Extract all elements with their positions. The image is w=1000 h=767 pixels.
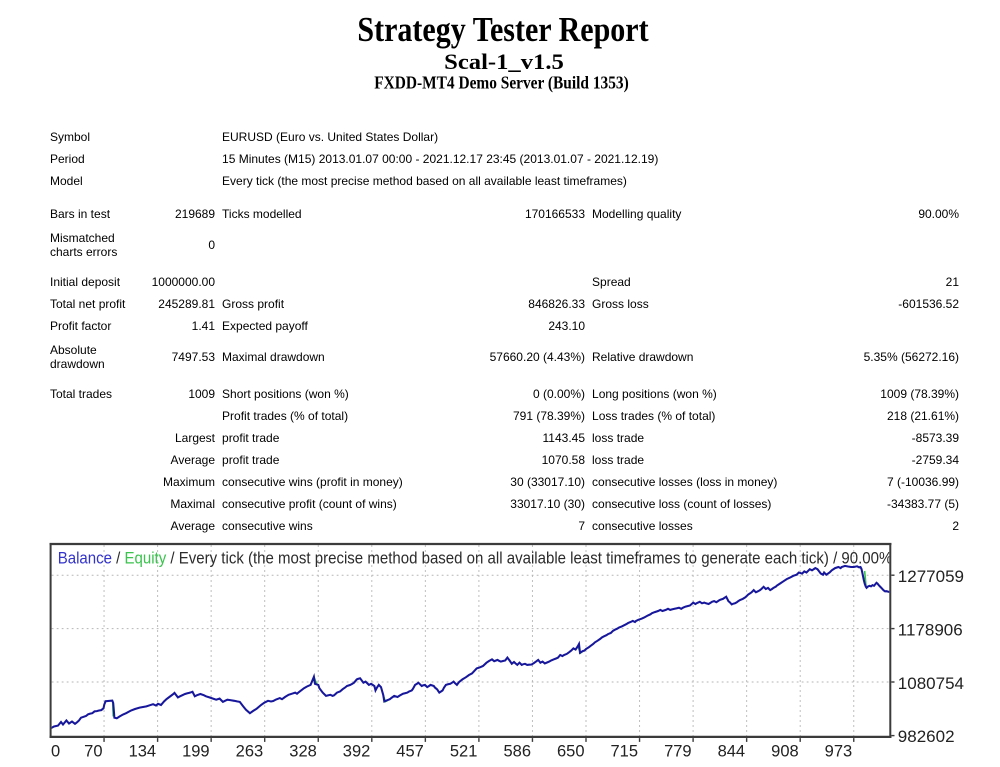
svg-text:70: 70 [84, 742, 102, 760]
svg-text:715: 715 [610, 742, 638, 760]
svg-text:908: 908 [771, 742, 799, 760]
svg-text:1080754: 1080754 [898, 674, 964, 693]
svg-text:199: 199 [182, 742, 210, 760]
svg-text:0: 0 [51, 742, 60, 760]
svg-text:Balance / Equity / Every tick: Balance / Equity / Every tick (the most … [58, 548, 893, 567]
svg-text:982602: 982602 [898, 727, 955, 746]
svg-text:1277059: 1277059 [898, 567, 964, 586]
svg-text:973: 973 [825, 742, 853, 760]
svg-text:844: 844 [718, 742, 746, 760]
svg-text:1178906: 1178906 [898, 620, 963, 639]
svg-text:779: 779 [664, 742, 692, 760]
svg-text:521: 521 [450, 742, 478, 760]
svg-text:457: 457 [396, 742, 424, 760]
svg-text:586: 586 [503, 742, 531, 760]
svg-text:328: 328 [289, 742, 317, 760]
svg-text:263: 263 [236, 742, 264, 760]
svg-text:650: 650 [557, 742, 585, 760]
svg-text:134: 134 [129, 742, 157, 760]
svg-text:392: 392 [343, 742, 371, 760]
